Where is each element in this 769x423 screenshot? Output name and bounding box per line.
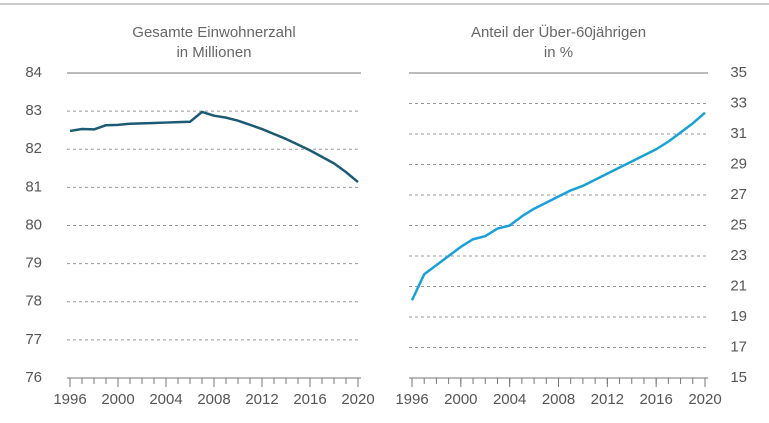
y-tick-label: 80 <box>25 216 42 233</box>
y-tick-label: 81 <box>25 178 42 195</box>
x-tick-label: 2016 <box>639 391 672 408</box>
y-tick-label: 25 <box>730 216 747 233</box>
y-tick-label: 15 <box>730 369 747 386</box>
x-tick-label: 2008 <box>542 391 575 408</box>
y-tick-label: 33 <box>730 94 747 111</box>
chart-title: Anteil der Über-60jährigen <box>471 23 646 41</box>
chart-title: in Millionen <box>176 44 251 61</box>
y-tick-label: 27 <box>730 186 747 203</box>
chart-title: Gesamte Einwohnerzahl <box>132 24 295 41</box>
y-tick-label: 17 <box>730 338 747 355</box>
x-tick-label: 2016 <box>293 391 326 408</box>
x-tick-label: 2020 <box>341 391 374 408</box>
y-tick-label: 31 <box>730 125 747 142</box>
line-series <box>410 111 706 301</box>
x-tick-label: 1996 <box>53 391 86 408</box>
x-tick-label: 2004 <box>149 391 182 408</box>
y-tick-label: 83 <box>25 102 42 119</box>
y-tick-label: 76 <box>25 369 42 386</box>
x-tick-label: 2012 <box>591 391 624 408</box>
x-tick-label: 2000 <box>444 391 477 408</box>
y-tick-label: 23 <box>730 247 747 264</box>
y-tick-label: 78 <box>25 293 42 310</box>
y-tick-label: 35 <box>730 64 747 81</box>
chart-title: in % <box>544 44 573 61</box>
x-tick-label: 2000 <box>101 391 134 408</box>
line-series <box>69 110 359 184</box>
x-tick-label: 1996 <box>395 391 428 408</box>
x-tick-label: 2020 <box>688 391 721 408</box>
y-tick-label: 21 <box>730 277 747 294</box>
y-tick-label: 84 <box>25 64 42 81</box>
y-tick-label: 19 <box>730 308 747 325</box>
x-tick-label: 2004 <box>493 391 526 408</box>
y-tick-label: 77 <box>25 331 42 348</box>
x-tick-label: 2008 <box>197 391 230 408</box>
y-tick-label: 79 <box>25 255 42 272</box>
y-tick-label: 82 <box>25 140 42 157</box>
y-tick-label: 29 <box>730 155 747 172</box>
x-tick-label: 2012 <box>245 391 278 408</box>
